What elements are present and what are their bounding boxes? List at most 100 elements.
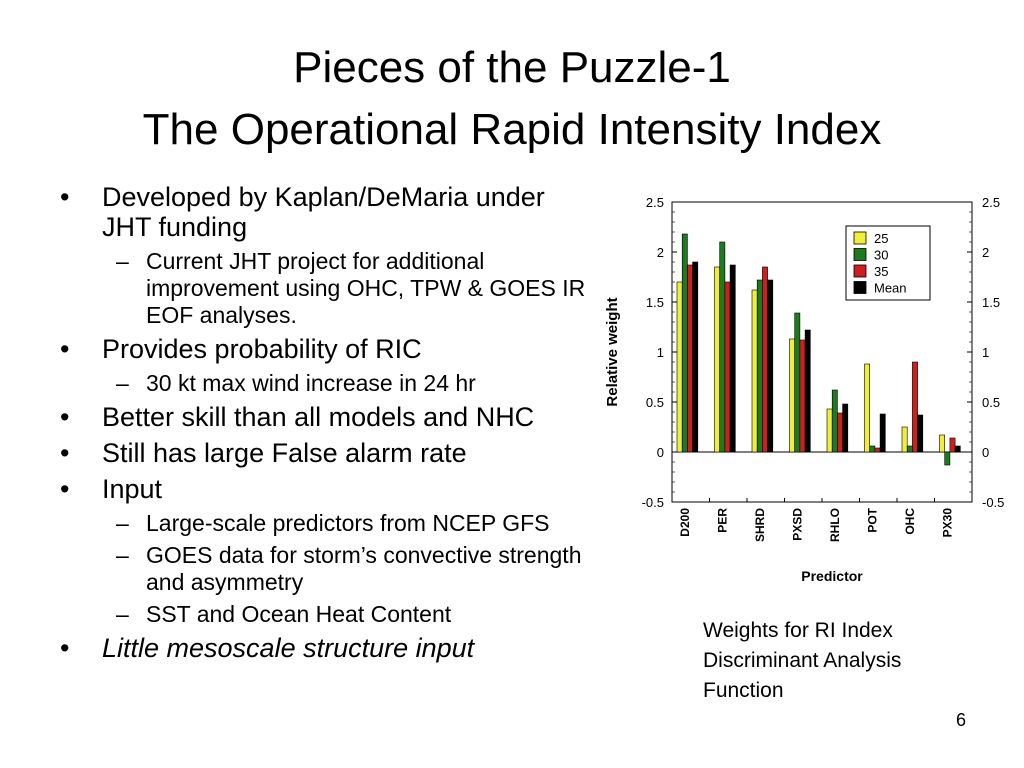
bullet-item: • Little mesoscale structure input: [56, 633, 596, 663]
bullet-dot-icon: •: [60, 182, 70, 212]
x-category-label: D200: [678, 508, 692, 537]
x-category-label: PXSD: [790, 508, 804, 541]
bar-per-mean: [729, 264, 736, 453]
x-category-label: PER: [715, 508, 729, 533]
bar-ohc-mean: [917, 414, 924, 453]
chart-caption: Weights for RI Index Discriminant Analys…: [703, 616, 983, 706]
y-tick-label-right: 1: [982, 345, 989, 360]
bar-ohc-35: [912, 361, 918, 453]
legend-label: 35: [874, 264, 888, 279]
legend-label: Mean: [874, 281, 907, 296]
y-tick-label: 1.5: [646, 295, 664, 310]
sub-bullet-item: – SST and Ocean Heat Content: [56, 601, 596, 628]
bar-shrd-mean: [767, 279, 774, 453]
bar-shrd-35: [762, 266, 768, 453]
caption-line: Discriminant Analysis: [703, 649, 902, 672]
sub-bullet-item: – Large-scale predictors from NCEP GFS: [56, 510, 596, 537]
bar-ohc-25: [901, 426, 908, 453]
weights-bar-chart: 2.5 2.5 2 2 1.5 1.5 1 1 0.5 0.5 0 0 -0.5 -0.5 D200 PER S…: [604, 195, 1004, 584]
legend-swatch-mean: [853, 281, 867, 294]
bar-pxsd-35: [799, 339, 806, 453]
bar-pot-mean: [879, 413, 886, 453]
bullet-text: SST and Ocean Heat Content: [146, 601, 452, 627]
bar-ohc-30: [906, 445, 913, 453]
caption-line: Weights for RI Index: [703, 619, 893, 642]
caption-line: Function: [703, 679, 784, 702]
bar-pot-25: [864, 363, 870, 453]
bar-px30-mean: [954, 445, 961, 453]
bullet-text: Current JHT project for additional impro…: [146, 248, 586, 328]
y-tick-label-right: 1.5: [982, 295, 1000, 310]
bar-rhlo-35: [837, 412, 843, 453]
bullet-dot-icon: •: [60, 438, 70, 468]
x-category-label: PX30: [940, 508, 954, 538]
bullet-text: Input: [102, 474, 163, 504]
y-tick-label: -0.5: [642, 495, 664, 510]
bar-pxsd-25: [789, 338, 795, 453]
sub-bullet-item: – GOES data for storm’s convective streng…: [56, 542, 596, 596]
bullet-dot-icon: •: [60, 334, 70, 364]
bar-d200-mean: [692, 261, 699, 453]
bar-rhlo-mean: [842, 403, 849, 453]
bullet-item: • Input: [56, 474, 596, 504]
bullet-text: Provides probability of RIC: [102, 334, 422, 364]
bullet-item: • Better skill than all models and NHC: [56, 402, 596, 432]
bullet-dot-icon: •: [60, 474, 70, 504]
bar-px30-30: [944, 451, 951, 466]
bullet-text: GOES data for storm’s convective strengt…: [146, 542, 582, 595]
x-axis-label: Predictor: [801, 568, 863, 584]
bar-shrd-30: [756, 279, 763, 453]
legend-swatch-30: [853, 248, 867, 261]
y-tick-label-right: 2: [982, 245, 989, 260]
bar-pot-35: [874, 447, 881, 453]
bar-pxsd-mean: [804, 329, 811, 453]
bullet-text: Better skill than all models and NHC: [102, 402, 535, 432]
legend-swatch-35: [853, 264, 867, 278]
bar-d200-30: [681, 233, 688, 453]
bar-per-25: [714, 266, 720, 453]
y-tick-label-right: -0.5: [982, 495, 1004, 510]
bar-per-35: [724, 281, 731, 453]
y-tick-label: 0.5: [646, 395, 664, 410]
bar-px30-35: [949, 437, 956, 453]
bar-d200-25: [676, 281, 683, 453]
y-axis-label: Relative weight: [604, 297, 621, 406]
y-tick-label: 1: [657, 345, 664, 360]
bullet-item: • Developed by Kaplan/DeMaria under JHT f…: [56, 182, 596, 242]
legend-label: 30: [874, 248, 888, 263]
slide-subtitle: The Operational Rapid Intensity Index: [142, 105, 882, 154]
bullet-dash-icon: –: [116, 370, 129, 396]
y-tick-label-right: 2.5: [982, 195, 1000, 210]
x-category-label: OHC: [903, 508, 917, 535]
bar-shrd-25: [751, 289, 758, 453]
bullet-dot-icon: •: [60, 633, 70, 663]
bullet-text: Large-scale predictors from NCEP GFS: [146, 510, 550, 536]
bar-px30-25: [939, 434, 945, 453]
y-tick-label-right: 0: [982, 445, 989, 460]
bullet-dash-icon: –: [116, 510, 129, 536]
x-category-label: POT: [865, 507, 879, 532]
bullet-item: • Provides probability of RIC: [56, 334, 596, 364]
bar-d200-35: [687, 264, 693, 453]
bullet-dot-icon: •: [60, 402, 70, 432]
page-number: 6: [956, 710, 967, 730]
bullet-dash-icon: –: [116, 601, 129, 627]
bar-rhlo-30: [831, 389, 838, 453]
y-tick-label-right: 0.5: [982, 395, 1000, 410]
y-tick-label: 0: [657, 445, 664, 460]
x-category-label: SHRD: [753, 508, 767, 542]
legend-label: 25: [874, 231, 888, 246]
bullet-item: • Still has large False alarm rate: [56, 438, 596, 468]
bullet-dash-icon: –: [116, 248, 129, 274]
bullet-text: 30 kt max wind increase in 24 hr: [146, 370, 476, 396]
bar-pxsd-30: [794, 312, 801, 453]
x-category-label: RHLO: [828, 508, 842, 542]
bar-rhlo-25: [826, 408, 833, 453]
legend-swatch-25: [853, 231, 867, 245]
bullet-list: • Developed by Kaplan/DeMaria under JHT f…: [56, 182, 596, 669]
y-tick-label: 2.5: [646, 195, 664, 210]
bar-per-30: [719, 241, 726, 453]
sub-bullet-item: – Current JHT project for additional impr…: [56, 248, 596, 329]
slide-title: Pieces of the Puzzle-1: [293, 43, 731, 92]
bullet-text: Still has large False alarm rate: [102, 438, 467, 468]
